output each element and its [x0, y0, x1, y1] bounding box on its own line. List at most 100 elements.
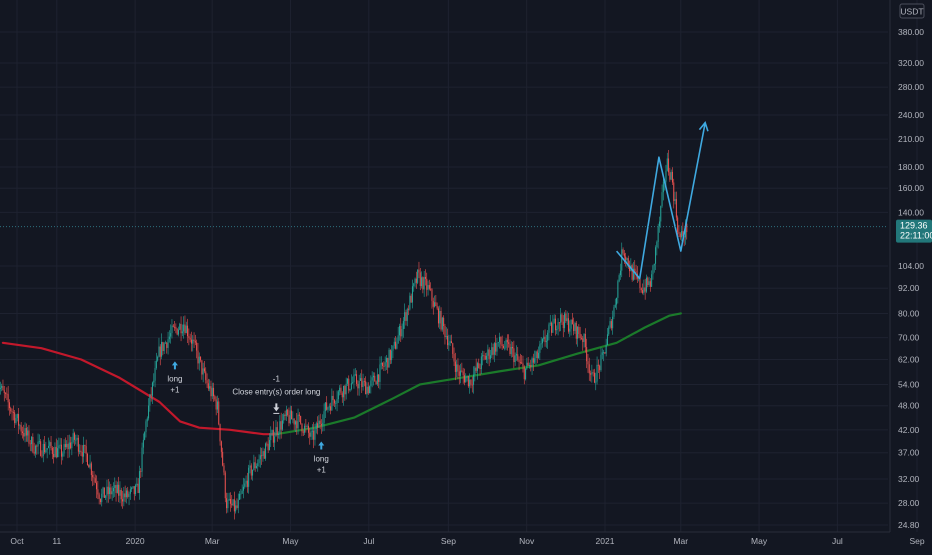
candle-body: [300, 415, 302, 424]
candle-body: [499, 336, 501, 342]
candle-body: [527, 362, 529, 366]
candle-body: [197, 350, 199, 364]
candle-body: [123, 493, 125, 502]
candle-body: [206, 380, 208, 384]
time-axis[interactable]: Oct 11 2020 Mar May Jul Sep Nov 2021 Mar May Jul Sep: [0, 531, 925, 546]
candle-body: [232, 499, 234, 506]
x-tick-label: 2021: [596, 536, 615, 546]
candle-body: [625, 256, 627, 261]
candle-body: [362, 381, 364, 388]
candle-body: [669, 172, 671, 180]
candle-body: [634, 268, 636, 272]
candle-body: [209, 386, 211, 389]
candle-body: [227, 499, 229, 509]
candle-body: [23, 433, 25, 437]
candle-body: [154, 368, 156, 381]
candle-body: [310, 431, 312, 437]
candle-body: [307, 425, 309, 433]
candle-body: [467, 376, 469, 387]
candle-body: [257, 463, 259, 467]
candle-body: [447, 336, 449, 346]
candle-body: [349, 389, 351, 391]
candle-body: [436, 306, 438, 309]
candle-body: [223, 465, 225, 473]
candle-body: [32, 436, 34, 452]
candle-body: [583, 333, 585, 343]
candle-body: [645, 277, 647, 292]
candle-body: [409, 295, 411, 310]
candle-body: [341, 393, 343, 398]
candle-body: [384, 362, 386, 367]
candle-body: [629, 265, 631, 272]
candle-body: [198, 356, 200, 364]
candle-body: [549, 322, 551, 325]
candle-body: [105, 495, 107, 498]
candle-body: [417, 269, 419, 283]
candle-body: [658, 221, 660, 227]
candle-body: [580, 337, 582, 339]
candle-body: [587, 361, 589, 365]
candle-body: [201, 360, 203, 375]
candle-body: [219, 424, 221, 442]
candle-body: [218, 401, 220, 425]
candle-body: [112, 488, 114, 492]
candle-body: [510, 346, 512, 355]
candle-body: [573, 324, 575, 331]
candle-body: [441, 317, 443, 330]
candle-body: [424, 277, 426, 279]
candle-body: [164, 342, 166, 344]
candle-body: [332, 395, 334, 401]
moving-average-above-segment: [275, 312, 682, 436]
candle-body: [460, 370, 462, 376]
x-tick-label: Mar: [205, 536, 220, 546]
candle-body: [528, 365, 530, 366]
candle-body: [530, 365, 532, 367]
candle-body: [662, 181, 664, 193]
candle-body: [293, 418, 295, 425]
candle-body: [632, 268, 634, 280]
candle-body: [171, 325, 173, 334]
candle-body: [292, 418, 294, 420]
y-tick-label: 180.00: [898, 162, 924, 172]
candle-body: [222, 451, 224, 466]
annotation-label: +1: [170, 385, 180, 394]
candle-body: [673, 182, 675, 201]
candle-body: [545, 340, 547, 343]
candle-body: [132, 486, 134, 488]
candle-body: [552, 323, 554, 333]
candle-body: [72, 433, 74, 442]
candle-body: [62, 453, 64, 457]
candle-body: [216, 401, 218, 410]
annotation-label: -1: [273, 374, 281, 383]
candle-body: [619, 270, 621, 276]
candle-body: [651, 274, 653, 287]
candle-body: [258, 459, 260, 464]
candle-body: [40, 441, 42, 456]
candle-body: [96, 482, 98, 490]
candle-body: [343, 385, 345, 398]
candle-body: [369, 386, 371, 394]
candle-body: [205, 371, 207, 381]
currency-badge[interactable]: USDT: [899, 3, 925, 19]
candle-body: [489, 355, 491, 359]
candle-body: [579, 334, 581, 338]
candle-body: [541, 339, 543, 344]
candle-body: [401, 328, 403, 337]
candle-body: [531, 358, 533, 367]
candle-body: [116, 484, 118, 493]
price-axis[interactable]: 24.80 28.00 32.00 37.00 42.00 48.00 54.00 62.00…: [889, 0, 924, 532]
candle-body: [161, 341, 163, 357]
candle-body: [644, 287, 646, 292]
candle-body: [202, 368, 204, 375]
candle-body: [10, 408, 12, 412]
candle-body: [590, 373, 592, 375]
candle-body: [675, 199, 677, 218]
candle-body: [557, 322, 559, 329]
candle-body: [652, 265, 654, 275]
price-label-countdown: 22:11:00: [900, 231, 932, 241]
candle-body: [101, 493, 103, 503]
candle-body: [388, 349, 390, 368]
candle-body: [344, 385, 346, 395]
